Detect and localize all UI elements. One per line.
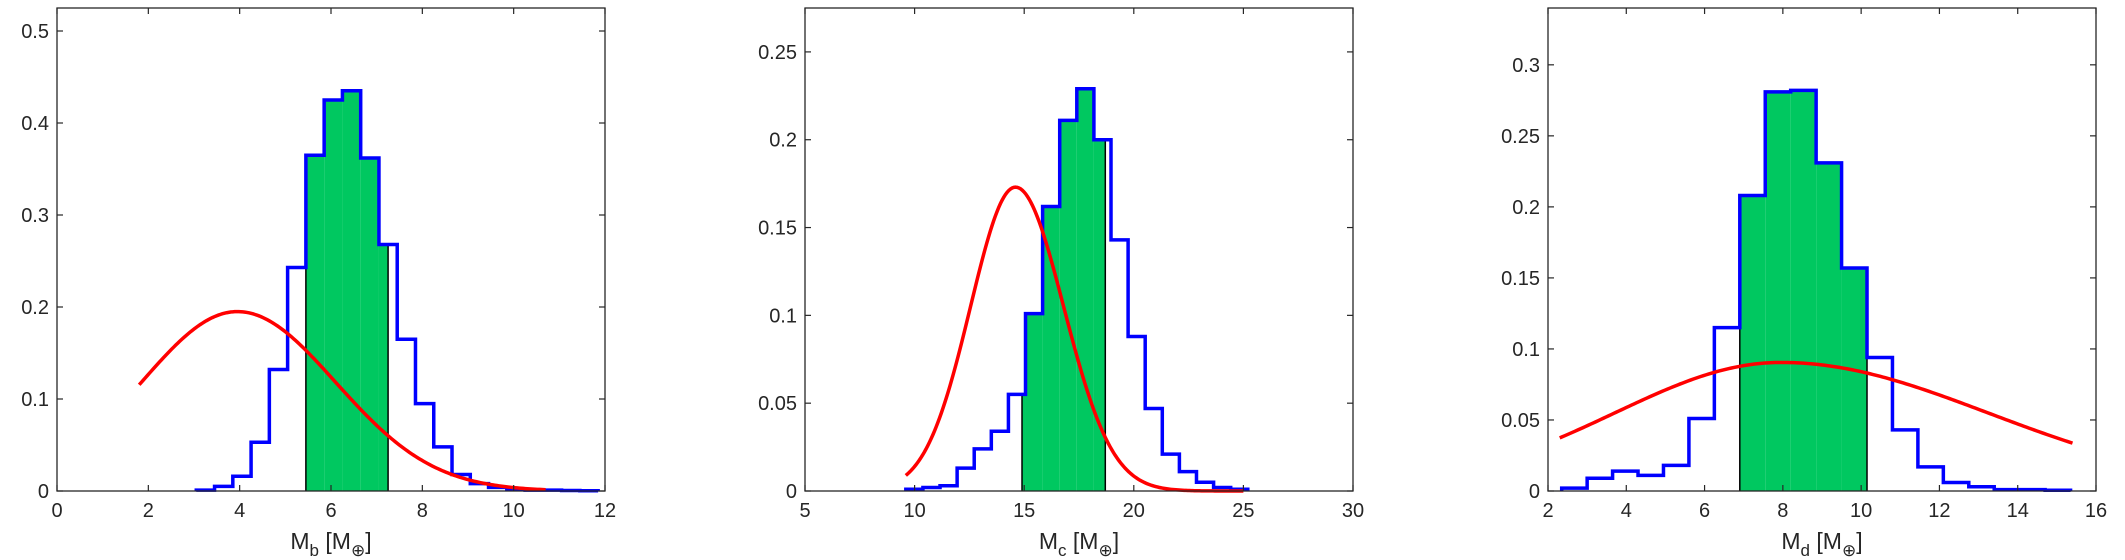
x-axis-label-part: M	[290, 528, 309, 554]
chart-panel-3: 2 4 6 8 10 12 14 16 0 0.05 0.1 0.15 0.2 0.25 0.3 Md [M⊕…	[1501, 7, 2107, 560]
x-axis-label-part: ⊕	[1098, 541, 1112, 560]
highlight-bar	[1076, 88, 1094, 491]
x-tick-label: 10	[503, 500, 525, 522]
y-tick-label: 0.1	[1512, 339, 1540, 361]
x-tick-label: 15	[1013, 500, 1035, 522]
x-axis-label-part: M	[1781, 528, 1800, 554]
x-tick-label: 4	[234, 500, 245, 522]
highlight-bar	[378, 244, 389, 491]
x-tick-label: 4	[1621, 500, 1632, 522]
x-tick-label: 8	[1777, 500, 1788, 522]
x-tick-label: 2	[1542, 500, 1553, 522]
highlight-bar	[1790, 90, 1817, 492]
y-tick-label: 0	[1529, 481, 1540, 503]
x-axis-label: Md [M⊕]	[1781, 528, 1862, 560]
highlight-bar	[1042, 206, 1060, 491]
x-axis-label-part: [M	[319, 528, 351, 554]
highlight-bar	[1059, 120, 1077, 491]
highlight-bar	[1739, 195, 1766, 492]
x-axis-label-part: ]	[1856, 528, 1862, 554]
highlight-bar	[1816, 162, 1842, 491]
y-tick-label: 0.1	[21, 389, 49, 411]
y-tick-label: 0.4	[21, 113, 49, 135]
y-tick-label: 0.25	[758, 42, 797, 64]
x-axis-label: Mb [M⊕]	[290, 528, 371, 560]
x-tick-label: 20	[1123, 500, 1145, 522]
histogram-outline	[904, 87, 1250, 491]
x-axis-label-part: [M	[1067, 528, 1099, 554]
x-axis-label-part: ⊕	[1842, 541, 1856, 560]
x-tick-label: 12	[1928, 500, 1950, 522]
x-axis-label-part: b	[310, 541, 319, 560]
x-axis-label: Mc [M⊕]	[1039, 528, 1119, 560]
x-tick-label: 6	[325, 500, 336, 522]
y-tick-label: 0.05	[758, 393, 797, 415]
highlight-bar	[1841, 267, 1868, 491]
y-tick-label: 0	[38, 481, 49, 503]
x-tick-label: 10	[903, 500, 925, 522]
y-tick-label: 0.2	[1512, 197, 1540, 219]
y-tick-label: 0.05	[1501, 410, 1540, 432]
y-tick-label: 0.2	[21, 297, 49, 319]
histogram-outline	[1559, 88, 2073, 493]
axes-box	[1547, 7, 2097, 492]
highlight-bar	[324, 100, 343, 491]
axes-box	[804, 7, 1354, 492]
x-axis-label-part: d	[1801, 541, 1810, 560]
x-axis-label-part: ⊕	[351, 541, 365, 560]
x-tick-label: 5	[799, 500, 810, 522]
y-tick-label: 0.5	[21, 21, 49, 43]
x-axis-label-part: c	[1058, 541, 1067, 560]
x-tick-label: 0	[51, 500, 62, 522]
highlight-bar	[342, 90, 361, 492]
y-tick-label: 0.15	[1501, 268, 1540, 290]
highlight-bar	[305, 155, 325, 491]
y-tick-label: 0.2	[769, 130, 797, 152]
y-tick-label: 0.1	[769, 305, 797, 327]
y-tick-label: 0.3	[1512, 55, 1540, 77]
y-tick-label: 0	[786, 481, 797, 503]
x-axis-label-part: ]	[1113, 528, 1119, 554]
x-tick-label: 25	[1232, 500, 1254, 522]
x-axis-label-part: M	[1039, 528, 1058, 554]
x-tick-label: 10	[1850, 500, 1872, 522]
chart-panel-2: 5 10 15 20 25 30 0 0.05 0.1 0.15 0.2 0.25 Mc [M⊕]	[758, 7, 1364, 560]
x-tick-label: 16	[2085, 500, 2107, 522]
x-tick-label: 2	[143, 500, 154, 522]
y-tick-label: 0.15	[758, 218, 797, 240]
x-tick-label: 30	[1342, 500, 1364, 522]
highlight-bar	[1765, 91, 1791, 492]
highlight-bar	[1022, 394, 1026, 491]
y-tick-label: 0.3	[21, 205, 49, 227]
x-tick-label: 6	[1699, 500, 1710, 522]
histogram-outline	[194, 89, 600, 493]
density-curve	[137, 309, 546, 492]
x-axis-label-part: [M	[1810, 528, 1842, 554]
density-curve	[1559, 360, 2074, 445]
x-axis-label-part: ]	[365, 528, 371, 554]
highlight-bar	[1093, 139, 1106, 491]
chart-panel-1: 0 2 4 6 8 10 12 0 0.1 0.2 0.3 0.4 0.5 Mb [M⊕]	[21, 7, 616, 560]
x-tick-label: 14	[2007, 500, 2029, 522]
highlight-bar	[360, 157, 379, 491]
x-tick-label: 12	[594, 500, 616, 522]
y-tick-label: 0.25	[1501, 126, 1540, 148]
highlight-bar	[1025, 313, 1043, 491]
x-tick-label: 8	[417, 500, 428, 522]
